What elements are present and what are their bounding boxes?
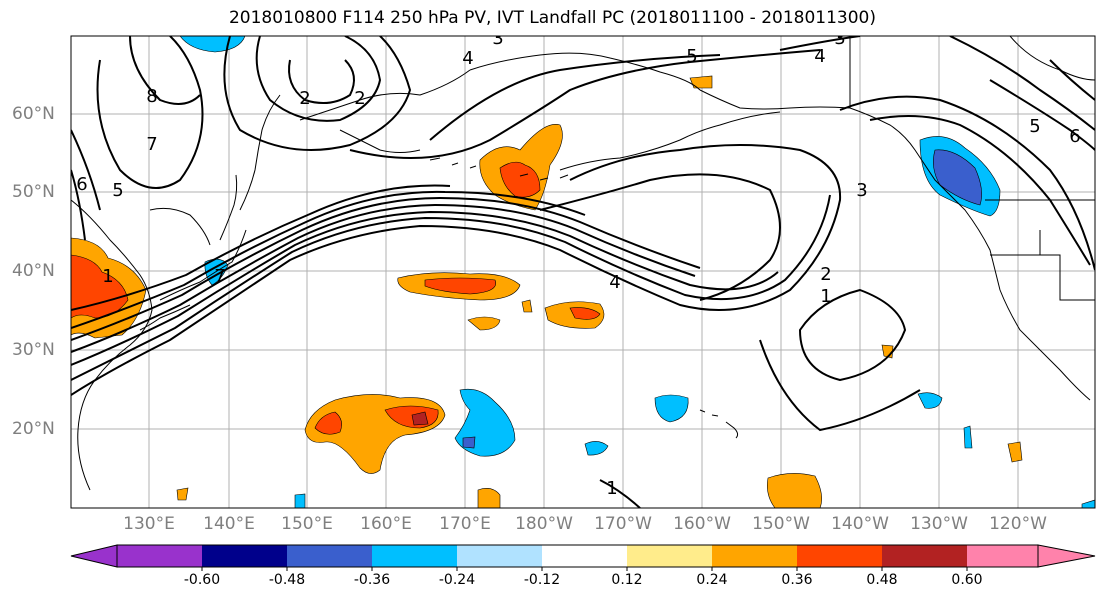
contour-label: 4 (814, 46, 825, 67)
colorbar-bin (542, 545, 627, 567)
colorbar-bin (627, 545, 712, 567)
colorbar-tick-label: -0.24 (438, 572, 476, 588)
colorbar-bin (202, 545, 287, 567)
colorbar-bin (797, 545, 882, 567)
contour-label: 6 (76, 174, 87, 195)
colorbar-extend-min (70, 544, 118, 568)
contour-label: 7 (146, 134, 157, 155)
map-frame (70, 35, 1096, 509)
contour-label: 1 (102, 266, 113, 287)
colorbar-bin (882, 545, 967, 567)
contour-label: 1 (820, 286, 831, 307)
ivt-shading (71, 36, 1095, 508)
contour-label: 5 (686, 46, 697, 67)
colorbar-tick-label: 0.12 (611, 572, 643, 588)
lat-label: 30°N (12, 340, 55, 360)
contour-label: 5 (112, 180, 123, 201)
contour-label: 6 (1069, 126, 1080, 147)
lon-label: 170°E (439, 514, 491, 534)
colorbar-tick-label: 0.24 (696, 572, 728, 588)
lat-label: 50°N (12, 182, 55, 202)
lat-label: 40°N (12, 261, 55, 281)
lon-label: 140°W (831, 514, 889, 534)
lon-label: 140°E (203, 514, 255, 534)
colorbar-bin (967, 545, 1038, 567)
contour-label: 4 (462, 48, 473, 69)
lon-label: 130°E (123, 514, 175, 534)
colorbar-tick-label: 0.36 (781, 572, 813, 588)
colorbar (70, 544, 1096, 571)
contour-label: 2 (820, 264, 831, 285)
colorbar-tick-label: -0.60 (183, 572, 221, 588)
lon-label: 170°W (594, 514, 652, 534)
lon-label: 160°W (673, 514, 731, 534)
contour-label: 3 (492, 28, 503, 49)
contour-label-group: 8 7 6 5 4 3 2 1 7 2 1 6 5 4 3 2 1 5 4 3 (76, 28, 1080, 499)
colorbar-bin (457, 545, 542, 567)
contour-label: 2 (299, 88, 310, 109)
colorbar-tick-label: -0.36 (353, 572, 391, 588)
colorbar-tick-label: 0.48 (866, 572, 898, 588)
contour-label: 5 (1029, 116, 1040, 137)
contour-label: 2 (354, 88, 365, 109)
colorbar-bin (712, 545, 797, 567)
lat-label: 20°N (12, 419, 55, 439)
pv-contours (71, 36, 1095, 508)
lon-label: 130°W (910, 514, 968, 534)
lon-label: 150°W (752, 514, 810, 534)
lon-label: 160°E (360, 514, 412, 534)
contour-label: 3 (856, 180, 867, 201)
colorbar-bin (117, 545, 202, 567)
contour-label: 3 (834, 28, 845, 49)
map-title: 2018010800 F114 250 hPa PV, IVT Landfall… (228, 8, 876, 28)
contour-label: 4 (609, 272, 620, 293)
colorbar-bin (287, 545, 372, 567)
colorbar-extend-max (1037, 544, 1096, 568)
lon-label: 180°W (515, 514, 573, 534)
colorbar-tick-label: -0.48 (268, 572, 306, 588)
contour-label: 7 (214, 266, 225, 287)
lat-label: 60°N (12, 104, 55, 124)
colorbar-tick-label: -0.12 (523, 572, 561, 588)
coastlines (71, 36, 1095, 491)
colorbar-tick-label: 0.60 (951, 572, 983, 588)
lon-label: 150°E (281, 514, 333, 534)
colorbar-bin (372, 545, 457, 567)
lon-label: 120°W (989, 514, 1047, 534)
contour-label: 8 (146, 86, 157, 107)
contour-label: 1 (606, 478, 617, 499)
